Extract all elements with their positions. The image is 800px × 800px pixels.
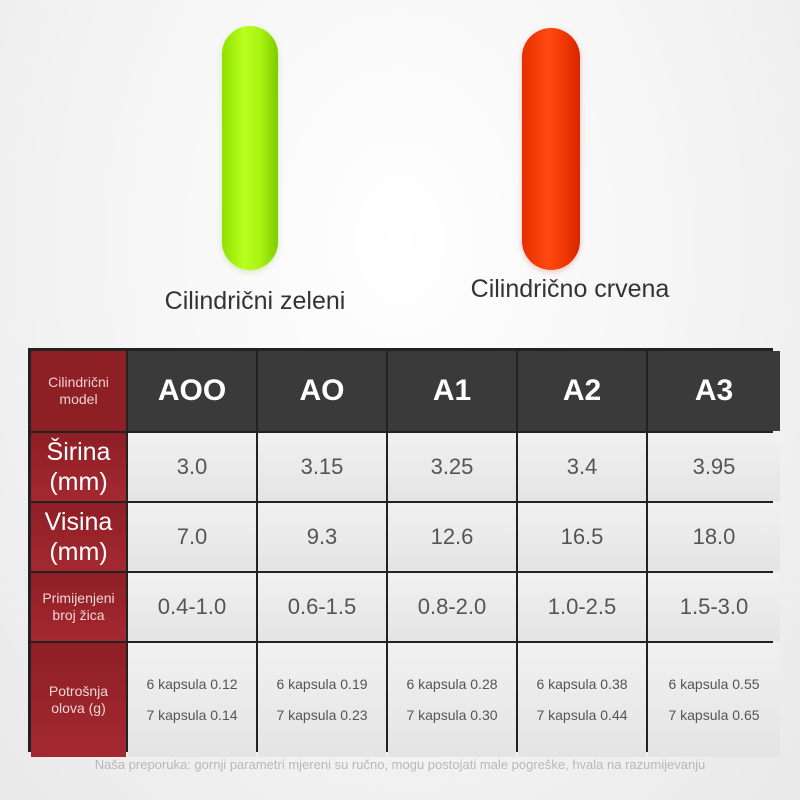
height-value: 7.0 xyxy=(128,503,256,571)
lead-consumption-cell: 6 kapsula 0.38 7 kapsula 0.44 xyxy=(518,643,646,757)
six-capsule-value: 6 kapsula 0.12 xyxy=(146,676,238,692)
measurement-disclaimer: Naša preporuka: gornji parametri mjereni… xyxy=(94,757,706,772)
width-value: 3.15 xyxy=(258,433,386,501)
height-value: 18.0 xyxy=(648,503,780,571)
red-float-caption: Cilindrično crvena xyxy=(470,275,670,303)
line-range-value: 1.0-2.5 xyxy=(518,573,646,641)
model-header-ao: AO xyxy=(258,351,386,431)
model-header-aoo: AOO xyxy=(128,351,256,431)
seven-capsule-value: 7 kapsula 0.23 xyxy=(276,707,368,723)
green-float-image xyxy=(222,26,278,270)
six-capsule-value: 6 kapsula 0.28 xyxy=(406,676,498,692)
line-range-value: 1.5-3.0 xyxy=(648,573,780,641)
seven-capsule-value: 7 kapsula 0.30 xyxy=(406,707,498,723)
six-capsule-value: 6 kapsula 0.38 xyxy=(536,676,628,692)
width-value: 3.25 xyxy=(388,433,516,501)
height-value: 9.3 xyxy=(258,503,386,571)
six-capsule-value: 6 kapsula 0.19 xyxy=(276,676,368,692)
spec-table: Cilindrični model AOO AO A1 A2 A3 Širina… xyxy=(28,348,780,757)
table-corner-label: Cilindrični model xyxy=(31,351,126,431)
height-value: 16.5 xyxy=(518,503,646,571)
line-range-value: 0.4-1.0 xyxy=(128,573,256,641)
row-label-width: Širina (mm) xyxy=(31,433,126,501)
green-float-caption: Cilindrični zeleni xyxy=(164,287,346,315)
width-value: 3.4 xyxy=(518,433,646,501)
lead-consumption-cell: 6 kapsula 0.12 7 kapsula 0.14 xyxy=(128,643,256,757)
lead-consumption-cell: 6 kapsula 0.19 7 kapsula 0.23 xyxy=(258,643,386,757)
lead-consumption-cell: 6 kapsula 0.28 7 kapsula 0.30 xyxy=(388,643,516,757)
seven-capsule-value: 7 kapsula 0.44 xyxy=(536,707,628,723)
row-label-lead-consumption: Potrošnja olova (g) xyxy=(31,643,126,757)
model-header-a1: A1 xyxy=(388,351,516,431)
seven-capsule-value: 7 kapsula 0.14 xyxy=(146,707,238,723)
line-range-value: 0.8-2.0 xyxy=(388,573,516,641)
model-header-a3: A3 xyxy=(648,351,780,431)
red-float-image xyxy=(522,28,580,270)
row-label-height: Visina (mm) xyxy=(31,503,126,571)
height-value: 12.6 xyxy=(388,503,516,571)
width-value: 3.95 xyxy=(648,433,780,501)
six-capsule-value: 6 kapsula 0.55 xyxy=(668,676,760,692)
model-header-a2: A2 xyxy=(518,351,646,431)
row-label-line-range: Primijenjeni broj žica xyxy=(31,573,126,641)
width-value: 3.0 xyxy=(128,433,256,501)
lead-consumption-cell: 6 kapsula 0.55 7 kapsula 0.65 xyxy=(648,643,780,757)
line-range-value: 0.6-1.5 xyxy=(258,573,386,641)
seven-capsule-value: 7 kapsula 0.65 xyxy=(668,707,760,723)
